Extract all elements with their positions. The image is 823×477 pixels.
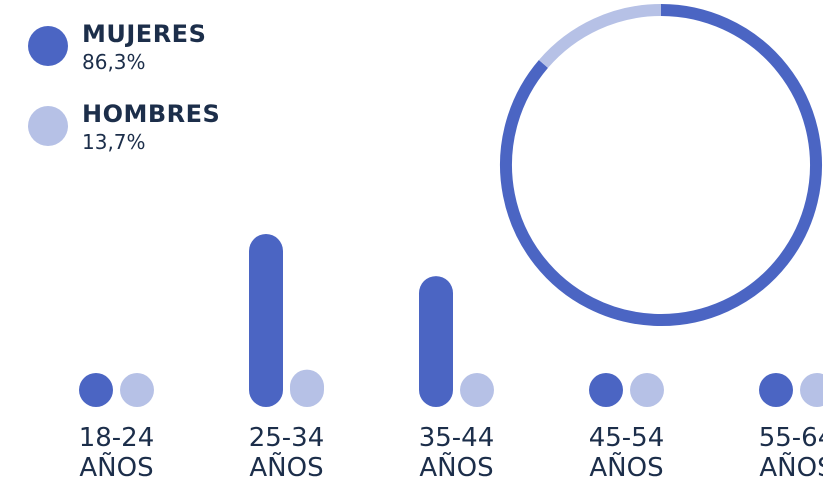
- x-tick-label: AÑOS: [419, 451, 493, 477]
- bar-hombres-3: [460, 373, 494, 407]
- bar-mujeres-2: [249, 234, 283, 407]
- x-tick-label: 18-24: [79, 423, 155, 453]
- x-tick-label: AÑOS: [589, 451, 663, 477]
- bar-hombres-1: [120, 373, 154, 407]
- legend-value-hombres: 13,7%: [82, 130, 146, 154]
- x-tick-label: 25-34: [249, 423, 325, 453]
- bar-hombres-5: [800, 373, 823, 407]
- legend-label-hombres: HOMBRES: [82, 100, 221, 128]
- legend-value-mujeres: 86,3%: [82, 50, 146, 74]
- donut-slice-mujeres: [500, 4, 822, 326]
- x-tick-label: AÑOS: [249, 451, 323, 477]
- x-tick-label: AÑOS: [759, 451, 823, 477]
- bar-mujeres-4: [589, 373, 623, 407]
- bar-mujeres-5: [759, 373, 793, 407]
- x-tick-label: 55-64: [759, 423, 823, 453]
- donut-slice-hombres: [538, 4, 662, 68]
- bar-hombres-2: [290, 369, 324, 407]
- legend-swatch-hombres: [28, 106, 68, 146]
- x-tick-label: 45-54: [589, 423, 665, 453]
- x-tick-label: AÑOS: [79, 451, 153, 477]
- bar-hombres-4: [630, 373, 664, 407]
- legend-swatch-mujeres: [28, 26, 68, 66]
- x-tick-label: 35-44: [419, 423, 495, 453]
- legend-label-mujeres: MUJERES: [82, 20, 207, 48]
- bar-mujeres-3: [419, 276, 453, 407]
- bar-mujeres-1: [79, 373, 113, 407]
